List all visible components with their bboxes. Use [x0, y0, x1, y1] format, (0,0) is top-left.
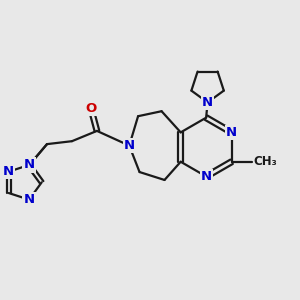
Text: CH₃: CH₃	[253, 155, 277, 168]
Text: O: O	[85, 102, 97, 116]
Text: N: N	[3, 165, 14, 178]
Text: N: N	[124, 139, 135, 152]
Text: N: N	[202, 96, 213, 109]
Text: N: N	[226, 126, 237, 139]
Text: N: N	[23, 158, 35, 172]
Text: N: N	[23, 193, 35, 206]
Text: N: N	[201, 170, 212, 183]
